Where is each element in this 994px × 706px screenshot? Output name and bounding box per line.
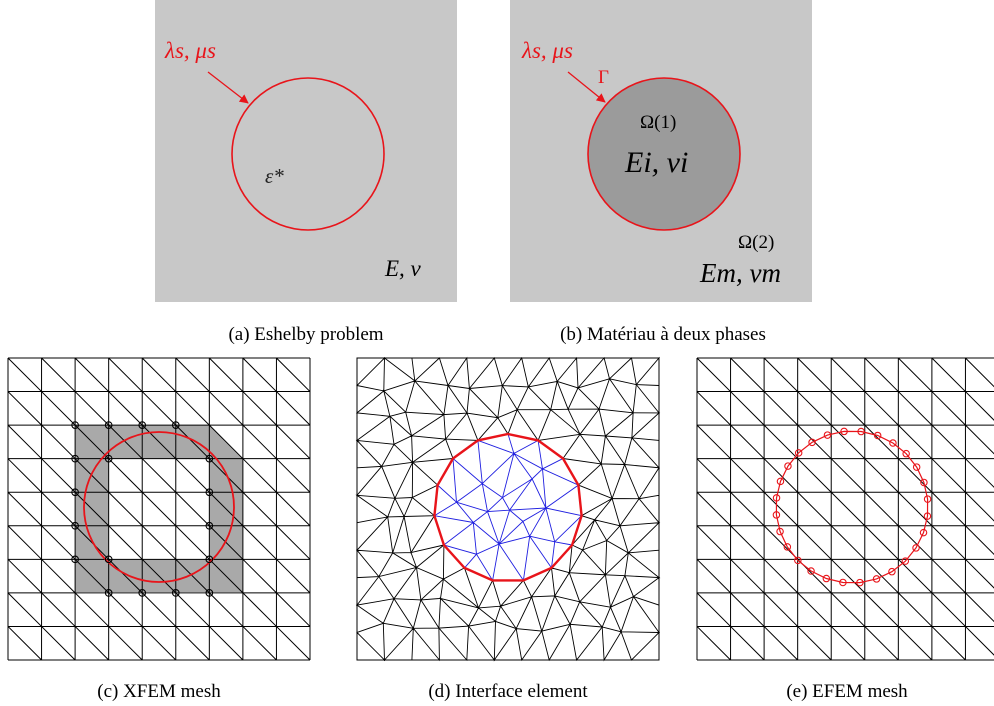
interface-node bbox=[776, 477, 785, 486]
enriched-node bbox=[205, 454, 214, 463]
interface-node bbox=[772, 494, 781, 502]
enriched-node bbox=[205, 488, 214, 497]
interface-node bbox=[808, 438, 816, 447]
panel-d-inclusion-mesh bbox=[433, 433, 583, 582]
mesh-lines bbox=[7, 357, 311, 661]
interface-node bbox=[919, 528, 928, 537]
enriched-node bbox=[138, 421, 147, 429]
panel-d-mesh bbox=[355, 356, 661, 662]
enriched-node bbox=[71, 421, 79, 429]
interface-node bbox=[794, 449, 803, 457]
interface-node bbox=[920, 478, 928, 487]
interface-node bbox=[902, 449, 910, 458]
interface-node bbox=[873, 431, 882, 440]
interface-node bbox=[872, 575, 881, 583]
enriched-node bbox=[104, 589, 113, 597]
enriched-node bbox=[104, 454, 113, 463]
interface-node bbox=[901, 557, 910, 565]
panel-e bbox=[696, 357, 994, 661]
panel-b: λs, μs Γ Ω(1) Ei, νi Ω(2) Em, νm bbox=[510, 0, 812, 302]
enriched-node bbox=[138, 589, 147, 597]
interface-node bbox=[889, 439, 897, 447]
interface-node bbox=[772, 511, 781, 519]
enriched-node bbox=[205, 521, 214, 530]
interface-node bbox=[784, 462, 792, 470]
panel-a-surface-label: λs, μs bbox=[164, 38, 216, 63]
panel-b-matrix-domain-label: Ω(2) bbox=[738, 232, 774, 253]
panel-c-mesh bbox=[7, 357, 311, 661]
enriched-node bbox=[205, 589, 214, 597]
interface-node bbox=[839, 578, 847, 587]
panel-b-matrix-props-label: Em, νm bbox=[699, 258, 781, 288]
enriched-node bbox=[205, 555, 214, 564]
interface-node bbox=[857, 427, 865, 436]
panel-d-border bbox=[356, 357, 660, 661]
interface-node bbox=[776, 527, 784, 536]
matrix-triangles bbox=[355, 356, 661, 662]
interface-node bbox=[856, 578, 864, 587]
interface-node bbox=[807, 567, 815, 575]
panel-a-caption: (a) Eshelby problem bbox=[228, 324, 383, 345]
panel-b-arrow bbox=[567, 71, 606, 103]
panel-b-inclusion bbox=[587, 77, 741, 231]
panel-a-matrix-label: E, ν bbox=[384, 256, 422, 281]
panel-d bbox=[355, 356, 661, 662]
enriched-node bbox=[171, 421, 180, 429]
enriched-node bbox=[71, 454, 79, 463]
panel-e-caption: (e) EFEM mesh bbox=[786, 681, 908, 702]
interface-node bbox=[823, 431, 832, 439]
panel-a-arrow bbox=[207, 71, 249, 104]
panel-e-interface-polygon bbox=[775, 430, 929, 584]
interface-node bbox=[888, 567, 896, 576]
panel-a-inclusion-label: ε* bbox=[265, 164, 284, 188]
interface-node bbox=[840, 427, 848, 436]
enriched-node bbox=[71, 555, 79, 564]
panel-d-interface-polygon bbox=[433, 432, 583, 582]
panel-c-enriched-nodes bbox=[71, 421, 214, 597]
enriched-node bbox=[71, 488, 79, 497]
panel-a-background bbox=[155, 0, 457, 302]
enriched-node bbox=[171, 589, 180, 597]
panel-c bbox=[7, 357, 311, 661]
interface-node bbox=[923, 512, 932, 520]
panel-c-interface-circle bbox=[83, 431, 235, 583]
interface-node bbox=[912, 463, 921, 471]
mesh-lines bbox=[696, 357, 994, 661]
enriched-node bbox=[71, 521, 79, 530]
panel-e-interface-nodes bbox=[772, 427, 932, 587]
interface-node bbox=[822, 574, 831, 583]
inclusion-triangles bbox=[433, 433, 583, 582]
interface-node bbox=[923, 495, 932, 503]
interface-node bbox=[783, 543, 792, 551]
panel-a-interface-circle bbox=[231, 77, 385, 231]
panel-b-surface-label: λs, μs bbox=[521, 38, 573, 63]
panel-b-inclusion-domain-label: Ω(1) bbox=[640, 112, 676, 133]
panel-b-inclusion-props-label: Ei, νi bbox=[624, 146, 688, 179]
panel-b-interface-label: Γ bbox=[598, 67, 609, 88]
panel-b-caption: (b) Matériau à deux phases bbox=[560, 324, 766, 345]
enriched-node bbox=[104, 555, 113, 564]
interface-node bbox=[912, 544, 920, 552]
panel-c-caption: (c) XFEM mesh bbox=[97, 681, 221, 702]
panel-d-caption: (d) Interface element bbox=[428, 681, 588, 702]
enriched-node bbox=[104, 421, 113, 429]
panel-e-mesh bbox=[696, 357, 994, 661]
interface-node bbox=[794, 556, 802, 565]
panel-a: λs, μs ε* E, ν bbox=[155, 0, 457, 302]
